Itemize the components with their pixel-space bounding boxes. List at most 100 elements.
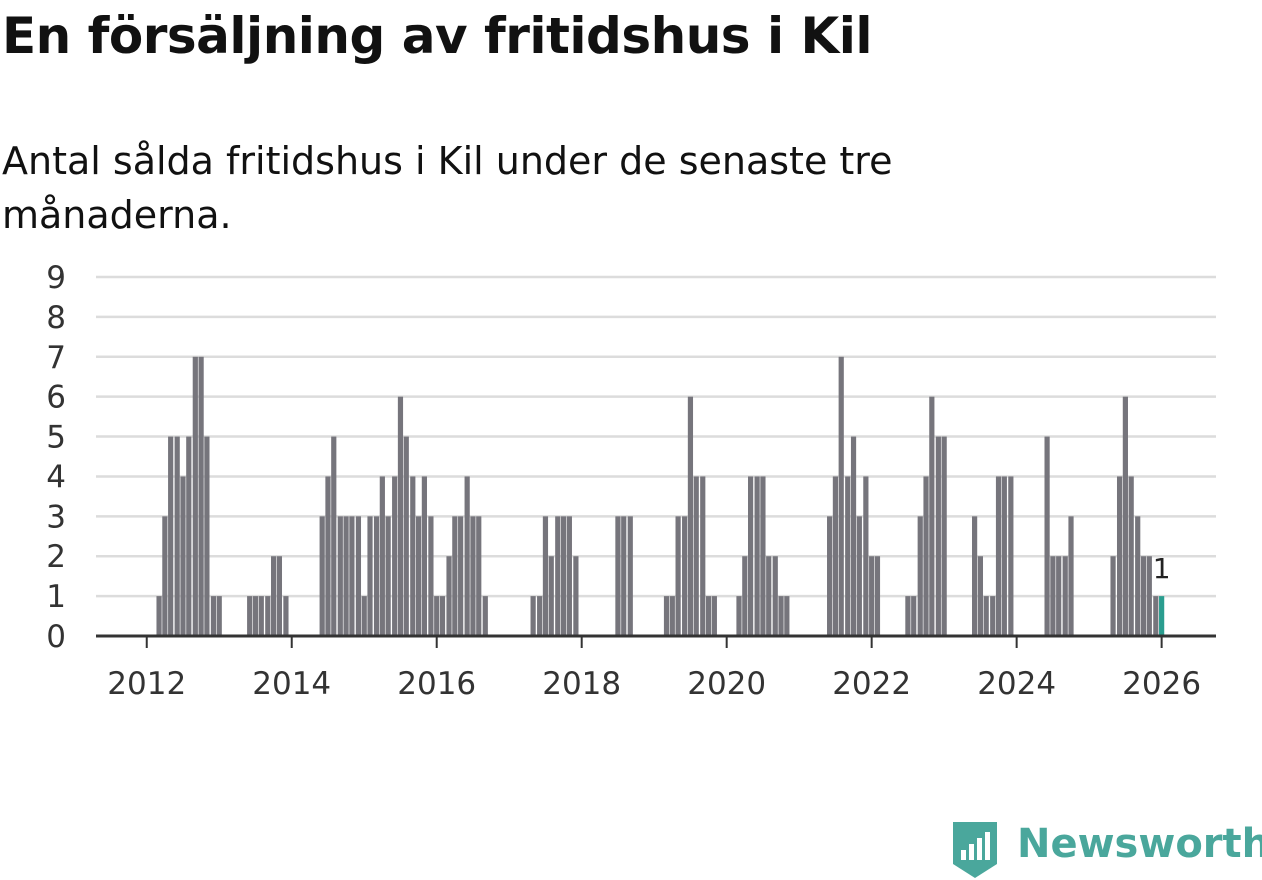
bar xyxy=(476,516,482,636)
y-tick-label: 1 xyxy=(46,579,66,615)
bars xyxy=(156,356,1165,636)
bar xyxy=(180,476,186,636)
bar xyxy=(772,556,778,636)
bar xyxy=(1140,556,1147,636)
x-tick-label: 2022 xyxy=(832,666,911,702)
bar xyxy=(687,396,694,636)
bar xyxy=(995,476,1002,636)
bar xyxy=(355,516,362,636)
bar xyxy=(403,436,409,636)
x-tick-label: 2014 xyxy=(252,666,331,702)
bar xyxy=(542,516,549,636)
bar xyxy=(838,356,844,636)
bar xyxy=(845,476,851,636)
bar xyxy=(337,516,343,636)
bar xyxy=(349,516,355,636)
highlight-value-label: 1 xyxy=(1153,552,1171,585)
bar xyxy=(458,516,464,636)
bar xyxy=(168,436,174,636)
bar xyxy=(760,476,766,636)
bar xyxy=(766,556,772,636)
y-tick-label: 8 xyxy=(46,300,66,336)
bar xyxy=(990,596,996,636)
bar xyxy=(392,476,398,636)
x-axis-labels: 2012 2014 2016 2018 2020 2022 2024 2026 xyxy=(107,636,1201,702)
bar xyxy=(1050,556,1056,636)
y-tick-label: 4 xyxy=(46,459,66,495)
bar xyxy=(174,436,180,636)
bar xyxy=(935,436,941,636)
bar xyxy=(748,476,754,636)
y-tick-label: 2 xyxy=(46,539,66,575)
bar xyxy=(832,476,839,636)
bar xyxy=(530,596,536,636)
x-tick-label: 2016 xyxy=(397,666,476,702)
bar xyxy=(482,596,488,636)
bar xyxy=(941,436,947,636)
bar xyxy=(700,476,706,636)
bar xyxy=(911,596,917,636)
bar xyxy=(929,396,935,636)
bar xyxy=(856,516,862,636)
chart-title: En försäljning av fritidshus i Kil xyxy=(2,7,873,65)
bar xyxy=(560,516,567,636)
bar xyxy=(566,516,572,636)
bar xyxy=(1135,516,1141,636)
bar xyxy=(204,436,210,636)
bar xyxy=(869,556,875,636)
bar xyxy=(1128,476,1134,636)
bar xyxy=(548,556,554,636)
bar xyxy=(917,516,923,636)
bar xyxy=(850,436,857,636)
bar xyxy=(331,436,337,636)
bar xyxy=(682,516,688,636)
y-axis-labels: 0 1 2 3 45 6 7 8 9 xyxy=(46,260,66,655)
bar xyxy=(693,476,699,636)
bar xyxy=(1044,436,1050,636)
x-tick-label: 2026 xyxy=(1122,666,1201,702)
bar xyxy=(379,476,385,636)
bar xyxy=(669,596,675,636)
bar xyxy=(537,596,543,636)
y-tick-label: 3 xyxy=(46,499,66,535)
bar xyxy=(905,596,911,636)
bar xyxy=(742,556,748,636)
grid-lines xyxy=(96,275,1216,598)
bar xyxy=(192,356,198,636)
bar xyxy=(977,556,984,636)
newsworthy-bar-chart-icon xyxy=(953,822,997,878)
bar xyxy=(415,516,422,636)
y-tick-label: 0 xyxy=(46,619,66,655)
bar xyxy=(446,556,452,636)
bar xyxy=(421,476,427,636)
bar xyxy=(627,516,633,636)
x-tick-label: 2024 xyxy=(977,666,1056,702)
bar xyxy=(711,596,717,636)
y-tick-label: 5 xyxy=(46,420,66,456)
bar xyxy=(1062,556,1068,636)
data-labels: 1 xyxy=(1153,552,1171,585)
bar xyxy=(470,516,476,636)
bar xyxy=(983,596,989,636)
bar xyxy=(265,596,271,636)
bar xyxy=(675,516,681,636)
bar xyxy=(385,516,391,636)
bar xyxy=(863,476,869,636)
bar xyxy=(319,516,325,636)
bar xyxy=(736,596,742,636)
bar xyxy=(283,596,289,636)
bar xyxy=(325,476,331,636)
bar xyxy=(615,516,621,636)
bar xyxy=(573,556,579,636)
bar xyxy=(874,556,881,636)
bar xyxy=(1122,396,1128,636)
bar xyxy=(162,516,168,636)
brand-name: Newsworthy xyxy=(1017,821,1262,867)
bar xyxy=(663,596,670,636)
bar xyxy=(705,596,712,636)
bar xyxy=(216,596,222,636)
bar xyxy=(1110,556,1116,636)
bar xyxy=(972,516,978,636)
x-tick-label: 2018 xyxy=(542,666,621,702)
x-tick-label: 2012 xyxy=(107,666,186,702)
